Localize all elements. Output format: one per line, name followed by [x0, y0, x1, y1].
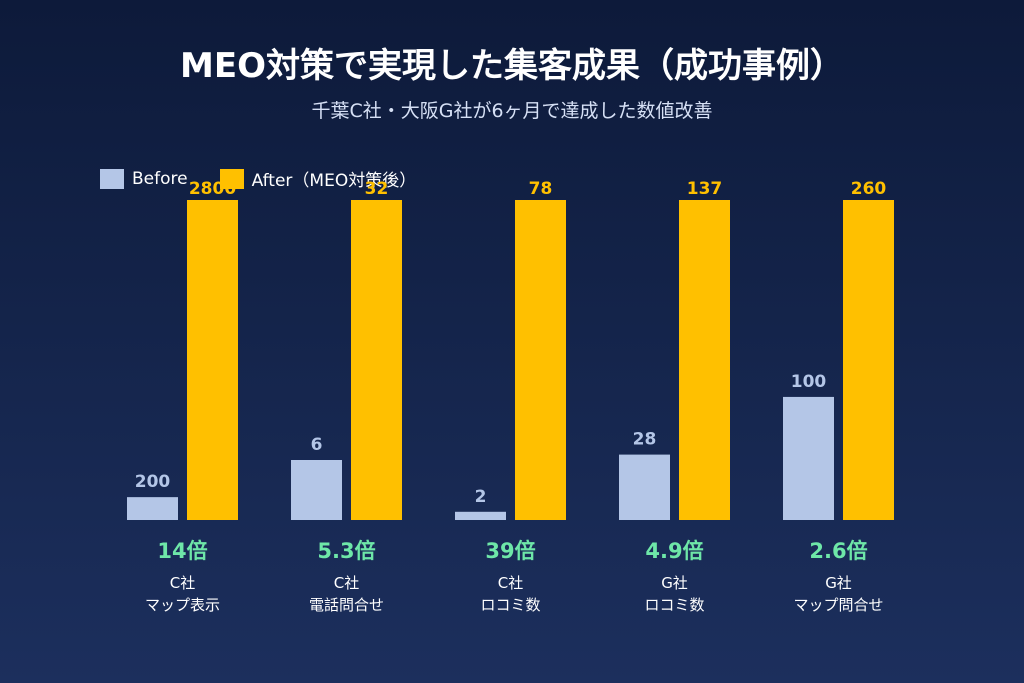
legend: Before After（MEO対策後）	[100, 166, 448, 191]
bar-label-after-0: 2800	[189, 179, 236, 199]
bar-before-2	[455, 511, 506, 520]
bar-label-after-2: 78	[529, 179, 553, 199]
ratio-label-4: 2.6倍	[809, 539, 867, 563]
category-label-metric-4: マップ問合せ	[793, 596, 883, 614]
bar-after-4	[843, 200, 894, 520]
category-label-metric-2: ロコミ数	[480, 596, 540, 614]
bar-after-3	[679, 200, 730, 520]
category-label-company-3: G社	[661, 574, 688, 592]
legend-swatch-before	[100, 168, 124, 189]
bar-label-before-1: 6	[311, 435, 323, 455]
bar-before-4	[783, 396, 834, 520]
bar-before-1	[291, 460, 342, 520]
bar-label-before-3: 28	[633, 430, 657, 450]
category-label-metric-0: マップ表示	[145, 596, 220, 614]
legend-label-after: After（MEO対策後）	[251, 171, 417, 191]
chart-title: MEO対策で実現した集客成果（成功事例）	[180, 46, 844, 86]
bar-label-before-0: 200	[135, 472, 171, 492]
ratio-label-3: 4.9倍	[645, 539, 703, 563]
bar-label-before-2: 2	[475, 487, 487, 507]
bar-label-before-4: 100	[791, 372, 827, 392]
category-label-company-4: G社	[825, 574, 852, 592]
bar-before-3	[619, 454, 670, 520]
bar-label-after-3: 137	[687, 179, 723, 199]
legend-label-before: Before	[132, 168, 188, 189]
legend-swatch-after	[219, 168, 244, 189]
bar-after-2	[515, 200, 566, 520]
category-label-metric-3: ロコミ数	[644, 596, 704, 614]
ratio-label-0: 14倍	[157, 539, 207, 563]
legend-item-before: Before	[100, 168, 188, 189]
bar-after-1	[351, 200, 402, 520]
ratio-label-1: 5.3倍	[317, 539, 375, 563]
category-label-company-0: C社	[170, 574, 195, 592]
ratio-label-2: 39倍	[485, 539, 535, 563]
bar-after-0	[187, 200, 238, 520]
category-label-company-2: C社	[498, 574, 523, 592]
bar-label-after-4: 260	[851, 179, 887, 199]
category-label-company-1: C社	[334, 574, 359, 592]
bar-label-after-1: 32	[365, 179, 389, 199]
category-label-metric-1: 電話問合せ	[309, 596, 384, 614]
bar-before-0	[127, 497, 178, 520]
legend-item-after: After（MEO対策後）	[219, 166, 417, 191]
chart-subtitle: 千葉C社・大阪G社が6ヶ月で達成した数値改善	[311, 100, 713, 122]
